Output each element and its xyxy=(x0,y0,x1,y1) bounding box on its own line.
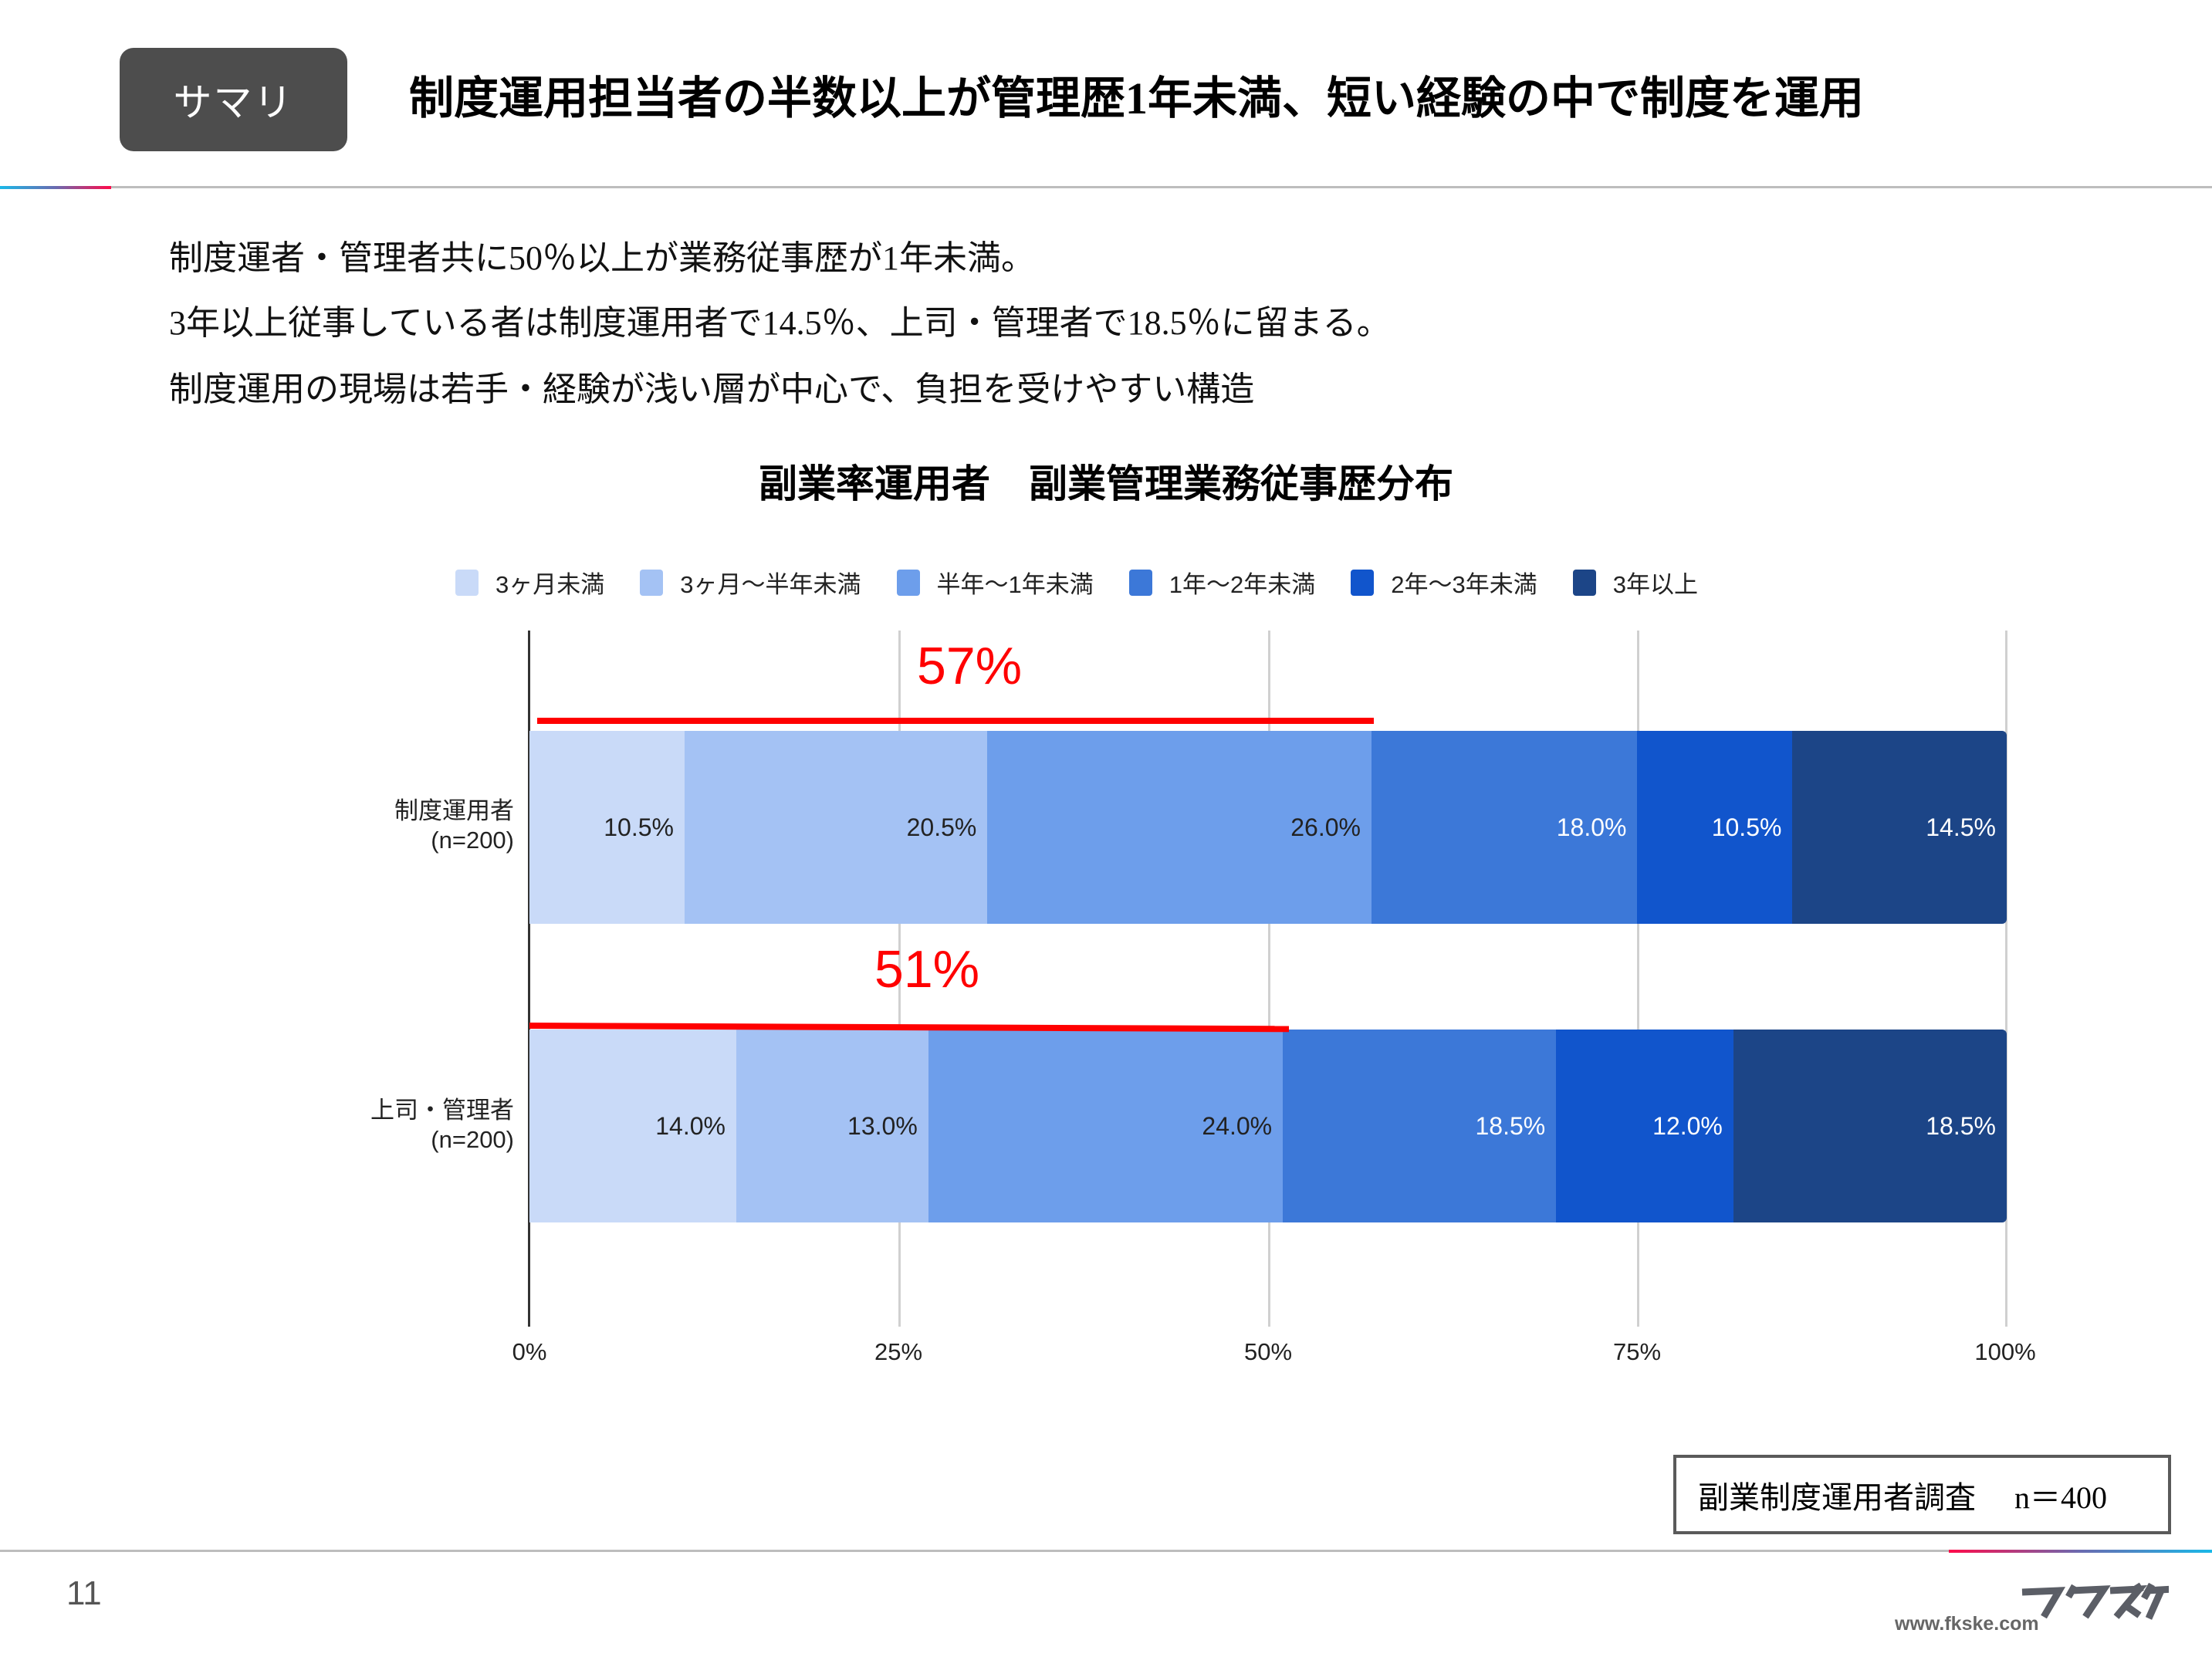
legend-label: 3ヶ月〜半年未満 xyxy=(680,571,861,598)
x-tick-label: 0% xyxy=(512,1338,547,1365)
legend-swatch-icon xyxy=(896,569,920,596)
bar-segment: 18.5% xyxy=(1283,1030,1557,1222)
legend-swatch-icon xyxy=(1128,569,1152,596)
gridline-25 xyxy=(898,631,901,1327)
highlight-label: 51% xyxy=(874,940,980,999)
bar-segment: 26.0% xyxy=(987,731,1372,924)
category-label-line2: (n=200) xyxy=(431,827,514,854)
source-note: 副業制度運用者調査 n＝400 xyxy=(1673,1455,2171,1534)
category-label-line2: (n=200) xyxy=(431,1126,514,1153)
category-label: 制度運用者 (n=200) xyxy=(267,796,514,855)
bar-row: 14.0% 13.0% 24.0% 18.5% 12.0% 18.5% xyxy=(529,1030,2007,1222)
legend-item: 3ヶ月〜半年未満 xyxy=(640,565,861,600)
x-tick-label: 25% xyxy=(874,1338,923,1365)
category-label: 上司・管理者 (n=200) xyxy=(267,1096,514,1155)
legend-label: 2年〜3年未満 xyxy=(1391,571,1537,598)
legend-label: 3ヶ月未満 xyxy=(496,571,605,598)
bar-segment: 18.0% xyxy=(1371,731,1638,924)
bar-segment: 12.0% xyxy=(1556,1030,1733,1222)
gridline-50 xyxy=(1268,631,1270,1327)
summary-badge: サマリ xyxy=(120,48,347,151)
legend-item: 半年〜1年未満 xyxy=(896,565,1094,600)
category-label-line1: 制度運用者 xyxy=(394,797,514,824)
legend-swatch-icon xyxy=(455,569,479,596)
legend-label: 半年〜1年未満 xyxy=(936,571,1094,598)
bar-segment: 14.0% xyxy=(529,1030,736,1222)
bar-segment: 20.5% xyxy=(684,731,988,924)
page-number: 11 xyxy=(66,1574,102,1612)
bar-row: 10.5% 20.5% 26.0% 18.0% 10.5% 14.5% xyxy=(529,731,2007,924)
bar-segment: 14.5% xyxy=(1792,731,2007,924)
page-title: 制度運用担当者の半数以上が管理歴1年未満、短い経験の中で制度を運用 xyxy=(409,73,1865,123)
header-accent-bar xyxy=(0,186,111,189)
x-tick-label: 100% xyxy=(1974,1338,2036,1365)
legend-swatch-icon xyxy=(1351,569,1375,596)
summary-line-3: 制度運用の現場は若手・経験が浅い層が中心で、負担を受けやすい構造 xyxy=(169,370,1255,408)
legend-item: 3ヶ月未満 xyxy=(455,565,604,600)
highlight-line xyxy=(537,718,1374,724)
header-divider xyxy=(0,186,2212,188)
legend-label: 3年以上 xyxy=(1612,571,1698,598)
legend-item: 3年以上 xyxy=(1572,565,1698,600)
y-axis-line xyxy=(528,631,530,1327)
legend-swatch-icon xyxy=(640,569,664,596)
highlight-label: 57% xyxy=(917,637,1023,695)
gridline-75 xyxy=(1637,631,1639,1327)
category-label-line1: 上司・管理者 xyxy=(370,1097,514,1124)
site-url: www.fkske.com xyxy=(1895,1613,2039,1635)
brand-logo-icon xyxy=(1914,1578,2174,1628)
bar-segment: 13.0% xyxy=(736,1030,928,1222)
bar-segment: 18.5% xyxy=(1733,1030,2007,1222)
legend-swatch-icon xyxy=(1572,569,1596,596)
bar-segment: 24.0% xyxy=(928,1030,1284,1222)
footer-accent-bar xyxy=(1949,1550,2212,1553)
x-tick-label: 50% xyxy=(1243,1338,1293,1365)
chart-legend: 3ヶ月未満 3ヶ月〜半年未満 半年〜1年未満 1年〜2年未満 2年〜3年未満 3… xyxy=(455,565,1733,600)
chart-plot-area: 制度運用者 (n=200) 10.5% 20.5% 26.0% 18.0% 10… xyxy=(370,631,2036,1365)
gridline-100 xyxy=(2005,631,2007,1327)
bar-segment: 10.5% xyxy=(529,731,685,924)
bar-segment: 10.5% xyxy=(1637,731,1793,924)
chart-title: 副業率運用者 副業管理業務従事歴分布 xyxy=(759,462,1453,506)
footer-divider xyxy=(0,1550,2212,1552)
legend-item: 2年〜3年未満 xyxy=(1351,565,1537,600)
x-tick-label: 75% xyxy=(1612,1338,1662,1365)
legend-item: 1年〜2年未満 xyxy=(1128,565,1316,600)
summary-line-1: 制度運者・管理者共に50％以上が業務従事歴が1年未満。 xyxy=(169,239,1035,277)
legend-label: 1年〜2年未満 xyxy=(1169,571,1316,598)
summary-line-2: 3年以上従事している者は制度運用者で14.5％、上司・管理者で18.5％に留まる… xyxy=(169,304,1391,342)
